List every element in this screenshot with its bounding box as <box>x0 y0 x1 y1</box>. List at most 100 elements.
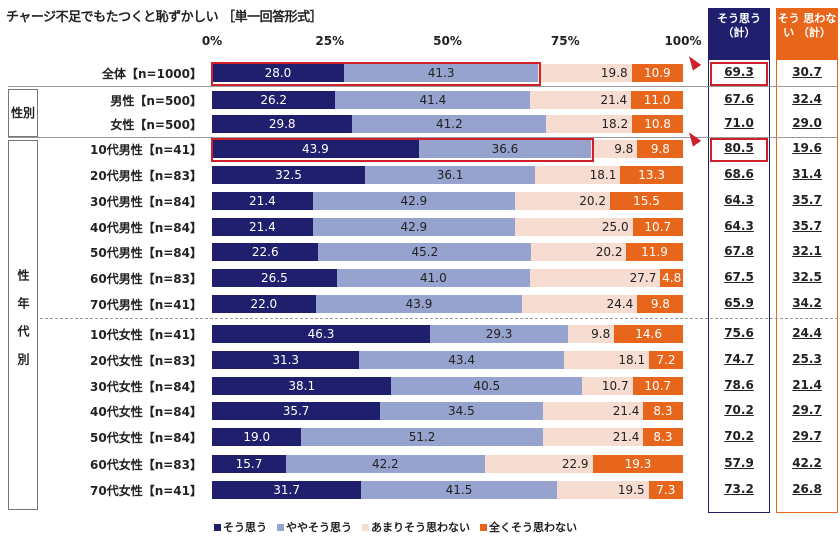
disagree-total-value: 32.4 <box>792 92 822 106</box>
bar-segment-agree: 36.1 <box>365 166 536 184</box>
agree-total-value: 57.9 <box>724 456 754 470</box>
bar-segment-agree: 41.3 <box>343 64 539 82</box>
bar-segment-agree: 41.4 <box>335 91 531 109</box>
row-label: 60代女性【n=83】 <box>90 458 202 472</box>
divider-dashed <box>40 318 838 319</box>
bar-segment-disagree: 18.1 <box>535 166 621 184</box>
row-label: 60代男性【n=83】 <box>90 272 202 286</box>
disagree-total-value: 30.7 <box>792 65 822 79</box>
bar-segment-agree: 41.2 <box>352 115 547 133</box>
bar-segment-agree: 41.0 <box>336 269 530 287</box>
row-label: 70代男性【n=41】 <box>90 298 202 312</box>
disagree-total-value: 26.8 <box>792 482 822 496</box>
agree-total-value: 68.6 <box>724 167 754 181</box>
bar-segment-strongly-disagree: 10.8 <box>632 115 683 133</box>
agree-total-value: 71.0 <box>724 116 754 130</box>
bar-segment-disagree: 20.2 <box>514 192 610 210</box>
disagree-total-value: 29.7 <box>792 429 822 443</box>
bar-segment-strongly-agree: 29.8 <box>212 115 353 133</box>
bar-segment-strongly-disagree: 11.9 <box>626 243 683 261</box>
row-label: 70代女性【n=41】 <box>90 484 202 498</box>
bar-segment-agree: 40.5 <box>391 377 583 395</box>
bar-segment-strongly-agree: 26.2 <box>212 91 336 109</box>
bar-segment-disagree: 9.8 <box>591 140 638 158</box>
disagree-total-value: 32.1 <box>792 244 822 258</box>
group-label-age-gender: 性年代別 <box>8 140 38 510</box>
disagree-total-value: 35.7 <box>792 193 822 207</box>
bar-segment-agree: 42.9 <box>312 192 515 210</box>
disagree-total-value: 31.4 <box>792 167 822 181</box>
row-label: 全体【n=1000】 <box>102 67 202 81</box>
group-label-gender: 性別 <box>8 89 38 137</box>
disagree-total-value: 29.7 <box>792 403 822 417</box>
bar-segment-strongly-disagree: 10.7 <box>632 377 683 395</box>
row-label: 男性【n=500】 <box>110 94 202 108</box>
bar-segment-agree: 43.4 <box>359 351 564 369</box>
bar-segment-disagree: 18.2 <box>546 115 633 133</box>
row-label: 40代男性【n=84】 <box>90 221 202 235</box>
agree-total-value: 80.5 <box>724 141 754 155</box>
bar-segment-strongly-agree: 46.3 <box>212 325 431 343</box>
bar-segment-agree: 36.6 <box>418 140 592 158</box>
highlight-arrow-icon <box>684 129 702 147</box>
disagree-total-value: 19.6 <box>792 141 822 155</box>
legend-label: あまりそう思わない <box>371 521 470 534</box>
bar-segment-strongly-agree: 43.9 <box>212 140 419 158</box>
bar-segment-strongly-disagree: 8.3 <box>643 428 683 446</box>
bar-segment-disagree: 10.7 <box>582 377 633 395</box>
disagree-total-value: 42.2 <box>792 456 822 470</box>
bar-segment-strongly-agree: 31.7 <box>212 481 362 499</box>
disagree-total-value: 29.0 <box>792 116 822 130</box>
bar-segment-disagree: 19.8 <box>538 64 632 82</box>
axis-tick-label: 100% <box>664 34 702 48</box>
agree-total-value: 64.3 <box>724 193 754 207</box>
bar-segment-agree: 42.2 <box>285 455 485 473</box>
row-label: 10代女性【n=41】 <box>90 328 202 342</box>
bar-segment-agree: 45.2 <box>318 243 532 261</box>
bar-segment-disagree: 21.4 <box>530 91 632 109</box>
bar-segment-strongly-agree: 15.7 <box>212 455 286 473</box>
bar-segment-strongly-agree: 21.4 <box>212 218 313 236</box>
row-label: 30代女性【n=84】 <box>90 380 202 394</box>
bar-segment-disagree: 19.5 <box>556 481 649 499</box>
agree-total-value: 74.7 <box>724 352 754 366</box>
axis-tick-label: 75% <box>550 34 580 48</box>
bar-segment-strongly-agree: 28.0 <box>212 64 344 82</box>
row-label: 50代男性【n=84】 <box>90 246 202 260</box>
bar-segment-strongly-disagree: 19.3 <box>592 455 684 473</box>
bar-segment-strongly-disagree: 7.3 <box>648 481 683 499</box>
agree-total-value: 70.2 <box>724 403 754 417</box>
agree-total-header: そう思う（計） <box>708 8 770 60</box>
agree-total-value: 78.6 <box>724 378 754 392</box>
bar-segment-strongly-agree: 31.3 <box>212 351 360 369</box>
agree-total-column <box>708 60 770 513</box>
agree-total-value: 64.3 <box>724 219 754 233</box>
highlight-arrow-icon <box>684 53 702 71</box>
bar-segment-strongly-disagree: 15.5 <box>609 192 683 210</box>
bar-segment-strongly-agree: 26.5 <box>212 269 337 287</box>
bar-segment-agree: 43.9 <box>315 295 523 313</box>
row-label: 20代女性【n=83】 <box>90 354 202 368</box>
bar-segment-strongly-agree: 19.0 <box>212 428 302 446</box>
bar-segment-disagree: 22.9 <box>484 455 593 473</box>
agree-total-value: 70.2 <box>724 429 754 443</box>
agree-total-value: 69.3 <box>724 65 754 79</box>
bar-segment-strongly-disagree: 4.8 <box>660 269 683 287</box>
legend-swatch-icon <box>277 524 284 531</box>
legend-swatch-icon <box>480 524 487 531</box>
legend-swatch-icon <box>362 524 369 531</box>
legend-item: ややそう思う <box>277 519 352 535</box>
divider <box>8 137 838 138</box>
disagree-total-value: 34.2 <box>792 296 822 310</box>
highlight-box <box>211 138 595 162</box>
chart-title: チャージ不足でもたつくと恥ずかしい ［単一回答形式］ <box>6 10 323 25</box>
bar-segment-strongly-agree: 35.7 <box>212 402 381 420</box>
highlight-box <box>211 62 542 86</box>
bar-segment-strongly-agree: 32.5 <box>212 166 366 184</box>
bar-segment-disagree: 24.4 <box>522 295 638 313</box>
highlight-box <box>710 62 768 86</box>
bar-segment-strongly-agree: 38.1 <box>212 377 392 395</box>
agree-total-value: 75.6 <box>724 326 754 340</box>
bar-segment-strongly-disagree: 13.3 <box>620 166 683 184</box>
